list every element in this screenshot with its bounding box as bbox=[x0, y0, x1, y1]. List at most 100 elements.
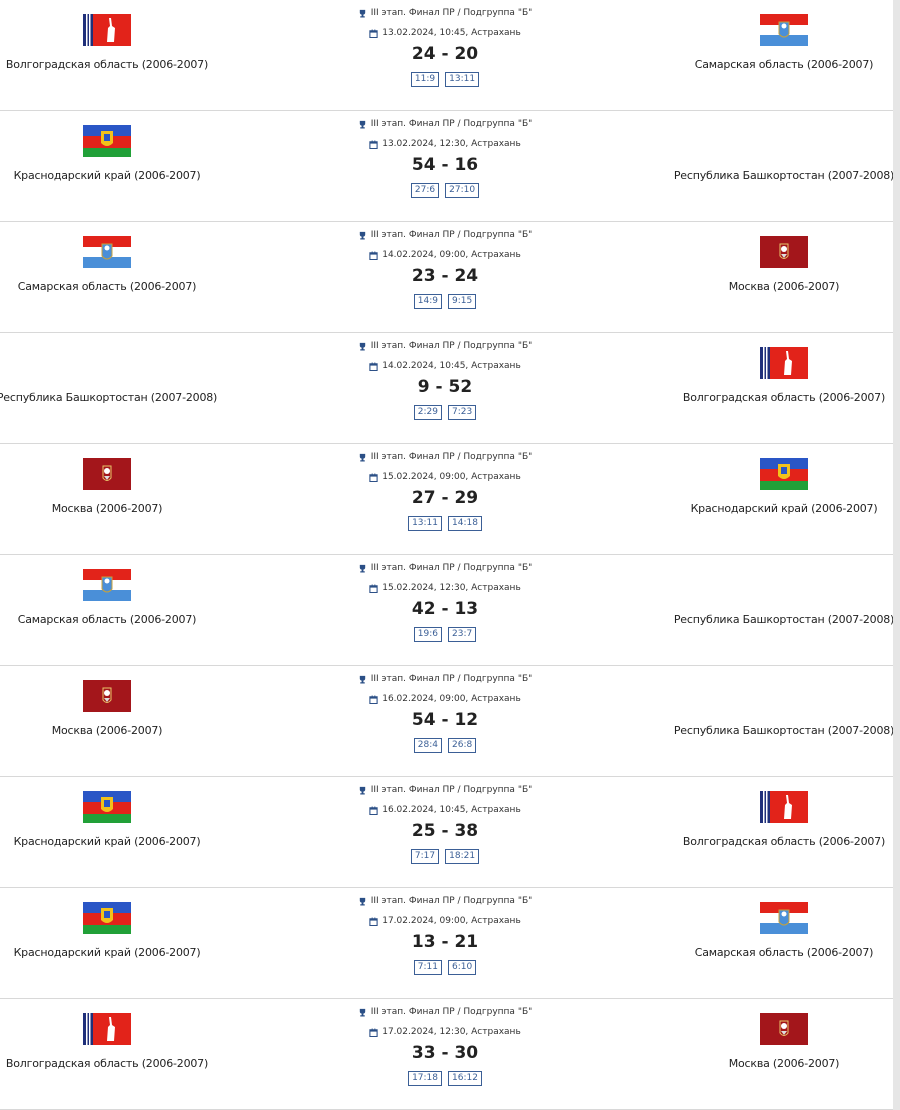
date: 17.02.2024, 12:30, Астрахань bbox=[300, 1025, 590, 1039]
team-flag bbox=[760, 458, 808, 490]
away-team: Самарская область (2006-2007) bbox=[669, 0, 899, 71]
period-score: 9:15 bbox=[448, 294, 477, 309]
trophy-icon bbox=[359, 120, 365, 129]
calendar-icon bbox=[369, 472, 378, 482]
date-text: 15.02.2024, 12:30, Астрахань bbox=[382, 583, 521, 593]
match-row[interactable]: Краснодарский край (2006-2007) Самарская … bbox=[0, 888, 893, 999]
home-team: Краснодарский край (2006-2007) bbox=[0, 888, 222, 959]
away-team: Самарская область (2006-2007) bbox=[669, 888, 899, 959]
stage: III этап. Финал ПР / Подгруппа "Б" bbox=[300, 672, 590, 686]
period-score: 16:12 bbox=[448, 1071, 482, 1086]
team-name[interactable]: Волгоградская область (2006-2007) bbox=[5, 58, 209, 71]
team-name[interactable]: Республика Башкортостан (2007-2008) bbox=[673, 724, 895, 737]
calendar-icon bbox=[369, 1027, 378, 1037]
team-name[interactable]: Самарская область (2006-2007) bbox=[694, 946, 874, 959]
date-text: 16.02.2024, 09:00, Астрахань bbox=[382, 694, 521, 704]
period-score: 17:18 bbox=[408, 1071, 442, 1086]
date: 15.02.2024, 09:00, Астрахань bbox=[300, 470, 590, 484]
team-name[interactable]: Волгоградская область (2006-2007) bbox=[682, 835, 886, 848]
period-score: 2:29 bbox=[413, 405, 442, 420]
team-name[interactable]: Волгоградская область (2006-2007) bbox=[5, 1057, 209, 1070]
team-name[interactable]: Краснодарский край (2006-2007) bbox=[690, 502, 878, 515]
stage: III этап. Финал ПР / Подгруппа "Б" bbox=[300, 339, 590, 353]
team-name[interactable]: Волгоградская область (2006-2007) bbox=[682, 391, 886, 404]
date-text: 17.02.2024, 12:30, Астрахань bbox=[382, 1027, 521, 1037]
calendar-icon bbox=[369, 805, 378, 815]
home-team: Самарская область (2006-2007) bbox=[0, 555, 222, 626]
away-team: Волгоградская область (2006-2007) bbox=[669, 777, 899, 848]
team-flag bbox=[83, 680, 131, 712]
match-row[interactable]: Самарская область (2006-2007) Москва (200… bbox=[0, 222, 893, 333]
period-score: 26:8 bbox=[448, 738, 477, 753]
away-team: Волгоградская область (2006-2007) bbox=[669, 333, 899, 404]
periods: 7:17 18:21 bbox=[300, 849, 590, 864]
calendar-icon bbox=[369, 28, 378, 38]
team-name[interactable]: Самарская область (2006-2007) bbox=[17, 613, 197, 626]
stage-text: III этап. Финал ПР / Подгруппа "Б" bbox=[370, 119, 533, 129]
match-info: III этап. Финал ПР / Подгруппа "Б" 16.02.… bbox=[300, 777, 590, 864]
away-team: Москва (2006-2007) bbox=[669, 999, 899, 1070]
score: 25 - 38 bbox=[411, 821, 479, 841]
trophy-icon bbox=[359, 897, 365, 906]
periods: 28:4 26:8 bbox=[300, 738, 590, 753]
period-score: 11:9 bbox=[410, 72, 440, 87]
team-name[interactable]: Республика Башкортостан (2007-2008) bbox=[673, 613, 895, 626]
match-info: III этап. Финал ПР / Подгруппа "Б" 15.02.… bbox=[300, 444, 590, 531]
match-row[interactable]: Краснодарский край (2006-2007) Волгоградс… bbox=[0, 777, 893, 888]
team-flag bbox=[83, 569, 131, 601]
scrollbar[interactable] bbox=[893, 0, 900, 1110]
team-name[interactable]: Москва (2006-2007) bbox=[51, 502, 163, 515]
date: 16.02.2024, 10:45, Астрахань bbox=[300, 803, 590, 817]
period-score: 6:10 bbox=[448, 960, 477, 975]
match-row[interactable]: Москва (2006-2007) Краснодарский край (20… bbox=[0, 444, 893, 555]
date: 14.02.2024, 10:45, Астрахань bbox=[300, 359, 590, 373]
period-score: 7:17 bbox=[410, 849, 440, 864]
date: 13.02.2024, 12:30, Астрахань bbox=[300, 137, 590, 151]
match-row[interactable]: Самарская область (2006-2007) Республика … bbox=[0, 555, 894, 666]
date: 15.02.2024, 12:30, Астрахань bbox=[300, 581, 590, 595]
period-score: 28:4 bbox=[413, 738, 442, 753]
date-text: 16.02.2024, 10:45, Астрахань bbox=[382, 805, 521, 815]
calendar-icon bbox=[369, 139, 378, 149]
periods: 14:9 9:15 bbox=[300, 294, 590, 309]
period-score: 27:10 bbox=[445, 183, 480, 198]
home-team: Волгоградская область (2006-2007) bbox=[0, 0, 222, 71]
periods: 17:18 16:12 bbox=[300, 1071, 590, 1086]
team-name[interactable]: Республика Башкортостан (2007-2008) bbox=[673, 169, 895, 182]
team-flag bbox=[760, 347, 808, 379]
team-name[interactable]: Краснодарский край (2006-2007) bbox=[13, 835, 201, 848]
match-row[interactable]: Краснодарский край (2006-2007) Республика… bbox=[0, 111, 894, 222]
match-row[interactable]: Москва (2006-2007) Республика Башкортоста… bbox=[0, 666, 894, 777]
stage-text: III этап. Финал ПР / Подгруппа "Б" bbox=[370, 8, 533, 18]
team-name[interactable]: Краснодарский край (2006-2007) bbox=[13, 169, 201, 182]
team-name[interactable]: Краснодарский край (2006-2007) bbox=[13, 946, 201, 959]
team-name[interactable]: Самарская область (2006-2007) bbox=[694, 58, 874, 71]
match-row[interactable]: Волгоградская область (2006-2007) Самарск… bbox=[0, 0, 893, 111]
team-name[interactable]: Москва (2006-2007) bbox=[728, 280, 840, 293]
match-row[interactable]: Волгоградская область (2006-2007) Москва … bbox=[0, 999, 893, 1110]
period-score: 13:11 bbox=[408, 516, 442, 531]
trophy-icon bbox=[359, 1008, 365, 1017]
match-info: III этап. Финал ПР / Подгруппа "Б" 13.02.… bbox=[300, 111, 590, 198]
team-name[interactable]: Москва (2006-2007) bbox=[51, 724, 163, 737]
date-text: 15.02.2024, 09:00, Астрахань bbox=[382, 472, 521, 482]
periods: 11:9 13:11 bbox=[300, 72, 590, 87]
team-name[interactable]: Самарская область (2006-2007) bbox=[17, 280, 197, 293]
match-info: III этап. Финал ПР / Подгруппа "Б" 15.02.… bbox=[300, 555, 590, 642]
calendar-icon bbox=[369, 361, 378, 371]
periods: 2:29 7:23 bbox=[300, 405, 590, 420]
team-name[interactable]: Республика Башкортостан (2007-2008) bbox=[0, 391, 218, 404]
stage: III этап. Финал ПР / Подгруппа "Б" bbox=[300, 117, 590, 131]
score: 27 - 29 bbox=[411, 488, 479, 508]
stage: III этап. Финал ПР / Подгруппа "Б" bbox=[300, 6, 590, 20]
team-flag bbox=[760, 14, 808, 46]
periods: 19:6 23:7 bbox=[300, 627, 590, 642]
trophy-icon bbox=[359, 9, 365, 18]
team-name[interactable]: Москва (2006-2007) bbox=[728, 1057, 840, 1070]
stage-text: III этап. Финал ПР / Подгруппа "Б" bbox=[370, 785, 533, 795]
trophy-icon bbox=[359, 231, 365, 240]
home-team: Москва (2006-2007) bbox=[0, 666, 222, 737]
period-score: 13:11 bbox=[445, 72, 480, 87]
match-row[interactable]: Республика Башкортостан (2007-2008) Волго… bbox=[0, 333, 893, 444]
date: 13.02.2024, 10:45, Астрахань bbox=[300, 26, 590, 40]
